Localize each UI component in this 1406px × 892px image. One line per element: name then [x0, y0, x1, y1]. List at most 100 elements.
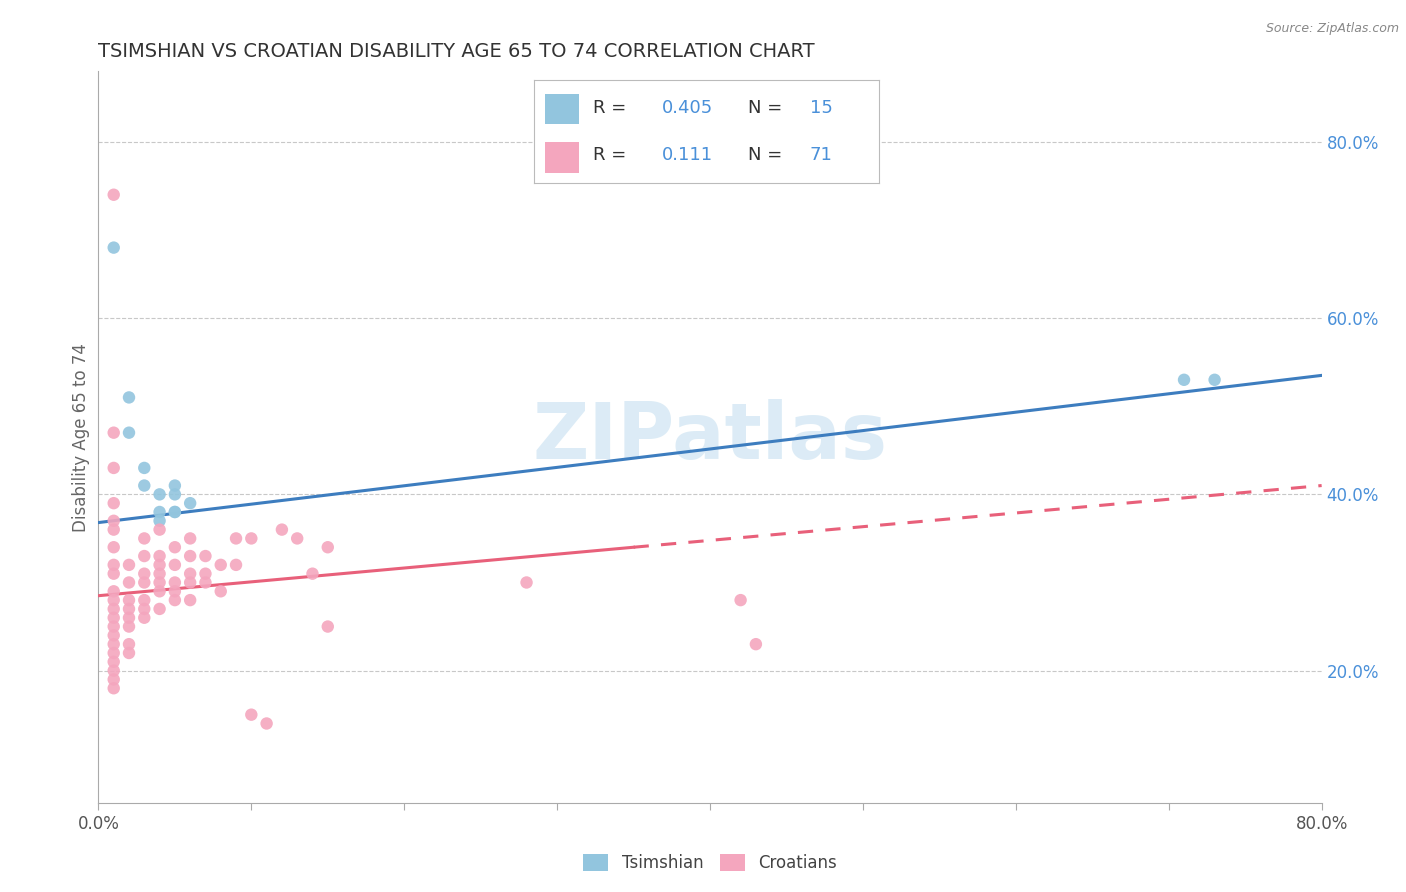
Point [103, 628, 125, 642]
Point [730, 593, 752, 607]
Text: 15: 15 [810, 99, 832, 117]
Point [149, 558, 172, 572]
Point [240, 532, 263, 546]
Point [118, 575, 141, 590]
Point [103, 461, 125, 475]
Point [103, 673, 125, 687]
Point [118, 593, 141, 607]
Point [103, 593, 125, 607]
Point [103, 425, 125, 440]
Point [240, 707, 263, 722]
Point [103, 514, 125, 528]
Point [256, 716, 278, 731]
Point [179, 593, 201, 607]
Text: R =: R = [593, 99, 631, 117]
Point [1173, 373, 1195, 387]
Point [163, 558, 186, 572]
Point [118, 425, 141, 440]
Point [103, 655, 125, 669]
Point [316, 619, 339, 633]
Point [194, 566, 217, 581]
Point [163, 505, 186, 519]
Y-axis label: Disability Age 65 to 74: Disability Age 65 to 74 [72, 343, 90, 532]
Point [103, 540, 125, 554]
Point [134, 593, 156, 607]
Point [745, 637, 768, 651]
Point [149, 487, 172, 501]
Point [316, 540, 339, 554]
Point [194, 575, 217, 590]
Point [118, 646, 141, 660]
Point [179, 532, 201, 546]
Point [163, 478, 186, 492]
Point [134, 602, 156, 616]
Point [103, 241, 125, 255]
Point [209, 584, 232, 599]
Point [103, 681, 125, 696]
Point [179, 566, 201, 581]
Point [225, 558, 247, 572]
Point [118, 619, 141, 633]
Point [285, 532, 308, 546]
Point [194, 549, 217, 563]
Point [134, 532, 156, 546]
Text: N =: N = [748, 146, 787, 164]
Point [103, 611, 125, 625]
Point [118, 391, 141, 405]
Point [134, 566, 156, 581]
Point [516, 575, 538, 590]
Point [103, 646, 125, 660]
Point [118, 637, 141, 651]
Point [134, 478, 156, 492]
Point [163, 584, 186, 599]
Point [103, 496, 125, 510]
Point [149, 514, 172, 528]
FancyBboxPatch shape [544, 94, 579, 124]
Point [163, 593, 186, 607]
FancyBboxPatch shape [544, 142, 579, 173]
Point [103, 566, 125, 581]
Point [301, 566, 323, 581]
Text: R =: R = [593, 146, 637, 164]
Point [179, 549, 201, 563]
Point [103, 664, 125, 678]
Point [149, 584, 172, 599]
Point [103, 187, 125, 202]
Legend: Tsimshian, Croatians: Tsimshian, Croatians [576, 847, 844, 879]
Point [149, 505, 172, 519]
Text: 71: 71 [810, 146, 832, 164]
Text: ZIPatlas: ZIPatlas [533, 399, 887, 475]
Point [179, 575, 201, 590]
Point [134, 611, 156, 625]
Point [118, 611, 141, 625]
Point [163, 540, 186, 554]
Point [103, 584, 125, 599]
Point [225, 532, 247, 546]
Point [163, 487, 186, 501]
Point [103, 523, 125, 537]
Text: Source: ZipAtlas.com: Source: ZipAtlas.com [1265, 22, 1399, 36]
Point [149, 549, 172, 563]
Text: 0.111: 0.111 [662, 146, 713, 164]
Point [149, 523, 172, 537]
Point [149, 575, 172, 590]
Point [163, 575, 186, 590]
Point [134, 575, 156, 590]
Point [134, 461, 156, 475]
Point [103, 619, 125, 633]
Text: TSIMSHIAN VS CROATIAN DISABILITY AGE 65 TO 74 CORRELATION CHART: TSIMSHIAN VS CROATIAN DISABILITY AGE 65 … [98, 43, 815, 62]
Point [179, 496, 201, 510]
Point [270, 523, 292, 537]
Point [163, 505, 186, 519]
Point [1204, 373, 1226, 387]
Text: 0.405: 0.405 [662, 99, 713, 117]
Point [103, 637, 125, 651]
Point [118, 602, 141, 616]
Point [149, 602, 172, 616]
Point [118, 558, 141, 572]
Point [103, 558, 125, 572]
Text: N =: N = [748, 99, 787, 117]
Point [134, 549, 156, 563]
Point [149, 566, 172, 581]
Point [209, 558, 232, 572]
